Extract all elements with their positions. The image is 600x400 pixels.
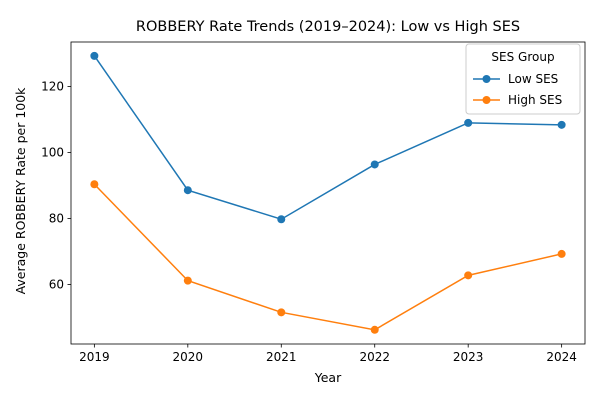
x-tick-label: 2019 (79, 350, 110, 364)
y-tick-label: 60 (49, 278, 64, 292)
data-point-low-ses (370, 160, 379, 169)
data-point-high-ses (183, 276, 192, 285)
chart-title: ROBBERY Rate Trends (2019–2024): Low vs … (136, 19, 520, 35)
x-axis-label: Year (314, 370, 342, 385)
x-axis: 2019 2020 2021 2022 2023 2024 (79, 344, 577, 364)
plot-area (70, 41, 586, 345)
x-tick-label: 2023 (453, 350, 484, 364)
legend-marker-high-ses (482, 96, 491, 104)
data-point-low-ses (277, 215, 286, 224)
y-tick-label: 100 (41, 146, 64, 160)
data-point-low-ses (183, 186, 192, 195)
legend-title: SES Group (491, 50, 554, 64)
legend-label-high-ses: High SES (508, 93, 562, 107)
data-point-high-ses (464, 271, 473, 280)
data-point-high-ses (370, 325, 379, 334)
plot-frame (70, 41, 586, 345)
legend: SES Group Low SES High SES (465, 43, 581, 115)
y-axis-label: Average ROBBERY Rate per 100k (13, 87, 28, 295)
data-point-low-ses (464, 118, 473, 127)
x-tick-label: 2020 (173, 350, 204, 364)
series-line-low-ses (93, 55, 562, 221)
x-tick-label: 2021 (266, 350, 297, 364)
y-axis: 60 80 100 120 (41, 80, 71, 292)
y-tick-label: 80 (49, 212, 64, 226)
legend-box (465, 43, 581, 115)
x-tick-label: 2024 (546, 350, 577, 364)
y-tick-label: 120 (41, 80, 64, 94)
data-point-high-ses (557, 249, 566, 258)
data-point-low-ses (90, 51, 99, 60)
legend-marker-low-ses (482, 75, 491, 83)
data-point-high-ses (277, 308, 286, 317)
legend-label-low-ses: Low SES (508, 72, 558, 86)
series-line-high-ses (93, 183, 562, 331)
series-layer (90, 51, 566, 334)
data-point-low-ses (557, 120, 566, 129)
data-point-high-ses (90, 180, 99, 189)
x-tick-label: 2022 (359, 350, 390, 364)
